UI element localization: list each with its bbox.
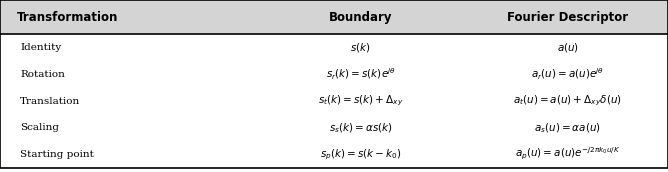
Text: $a_s(u) = \alpha a(u)$: $a_s(u) = \alpha a(u)$ [534,121,601,135]
Text: $s_r(k) = s(k)e^{j\theta}$: $s_r(k) = s(k)e^{j\theta}$ [325,67,396,82]
Bar [0,34,668,168]
Text: $s_p(k) = s(k - k_0)$: $s_p(k) = s(k - k_0)$ [320,147,401,162]
Text: $a_t(u) = a(u) + \Delta_{xy}\delta(u)$: $a_t(u) = a(u) + \Delta_{xy}\delta(u)$ [514,94,622,108]
Text: $a_r(u) = a(u)e^{j\theta}$: $a_r(u) = a(u)e^{j\theta}$ [531,67,605,82]
Text: Rotation: Rotation [20,70,65,79]
Text: $s(k)$: $s(k)$ [351,41,371,54]
Text: $a(u)$: $a(u)$ [556,41,579,54]
Text: Scaling: Scaling [20,123,59,132]
Text: Translation: Translation [20,96,80,106]
Text: $s_s(k) = \alpha s(k)$: $s_s(k) = \alpha s(k)$ [329,121,393,135]
Text: Fourier Descriptor: Fourier Descriptor [507,11,629,24]
Text: Identity: Identity [20,43,61,52]
Text: Starting point: Starting point [20,150,94,159]
Text: Transformation: Transformation [17,11,118,24]
Bar [0,0,668,34]
Text: $s_t(k) = s(k) + \Delta_{xy}$: $s_t(k) = s(k) + \Delta_{xy}$ [318,94,403,108]
Text: Boundary: Boundary [329,11,393,24]
Text: $a_p(u) = a(u)e^{-j2\pi k_0 u/K}$: $a_p(u) = a(u)e^{-j2\pi k_0 u/K}$ [515,146,621,163]
